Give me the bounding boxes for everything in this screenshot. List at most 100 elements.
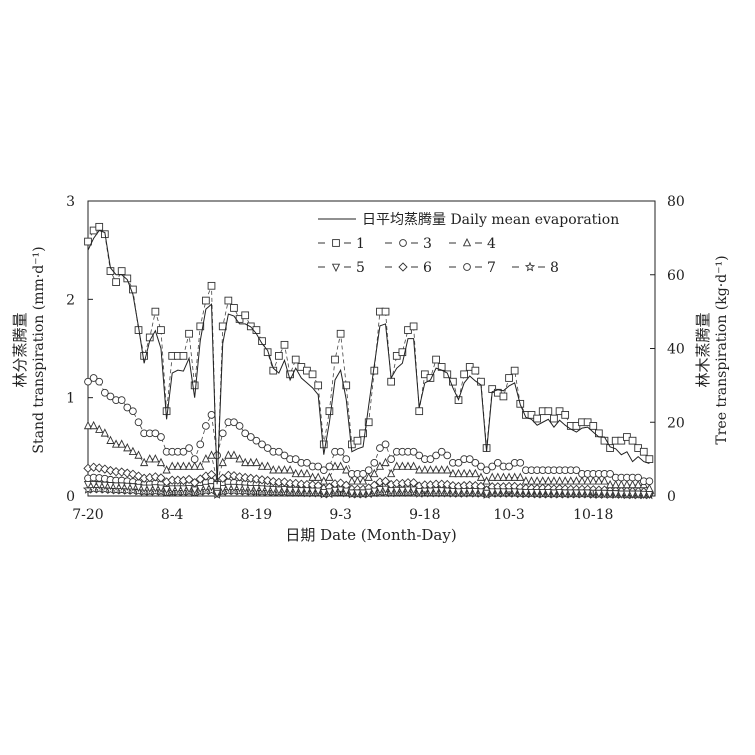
data-point [449, 377, 457, 386]
x-tick-label: 7-20 [72, 507, 103, 523]
data-point [206, 469, 217, 480]
data-point [527, 476, 536, 485]
data-point [314, 381, 323, 390]
data-point [128, 483, 138, 492]
y-left-tick-label: 0 [66, 489, 75, 505]
data-point [229, 483, 239, 493]
y-left-tick-label: 2 [66, 292, 75, 308]
data-point [246, 473, 256, 483]
data-point [521, 489, 531, 498]
data-point [381, 307, 390, 316]
data-point [387, 468, 396, 478]
data-point [639, 490, 648, 500]
data-point [415, 451, 424, 460]
data-point [297, 487, 306, 496]
data-point [302, 487, 312, 496]
legend-label: 4 [487, 236, 496, 252]
data-point [151, 454, 160, 463]
legend-marker-circle [399, 239, 407, 247]
y-left-tick-label: 1 [66, 391, 75, 407]
data-point [454, 488, 463, 497]
legend-entry-6: 6 [385, 260, 432, 276]
data-point [375, 486, 385, 495]
data-point [510, 488, 519, 497]
data-point [291, 355, 300, 364]
data-point [516, 472, 525, 481]
data-point [499, 392, 508, 401]
data-point [572, 476, 581, 485]
data-point [583, 476, 592, 485]
data-point [179, 485, 188, 494]
data-point [471, 366, 480, 375]
legend-label: 3 [423, 236, 432, 252]
data-point [314, 462, 323, 471]
data-point [387, 487, 396, 496]
data-point [420, 465, 429, 474]
data-point [89, 480, 98, 490]
data-point [460, 487, 469, 497]
data-point [572, 466, 581, 475]
data-point [353, 476, 362, 485]
data-point [308, 370, 317, 379]
data-point [600, 489, 609, 499]
data-point [123, 403, 132, 412]
data-point [106, 435, 115, 444]
data-point [347, 476, 356, 485]
data-point [134, 483, 143, 493]
data-point [533, 414, 541, 423]
data-point [224, 296, 233, 305]
data-point [549, 489, 559, 498]
data-point [100, 481, 109, 490]
data-point [95, 481, 104, 490]
data-point [196, 440, 205, 449]
data-point [426, 374, 435, 382]
data-point [432, 451, 440, 460]
data-point [207, 483, 216, 492]
legend-label: 5 [356, 260, 365, 276]
data-point [207, 411, 216, 419]
data-point [606, 470, 614, 478]
data-point [336, 329, 345, 338]
data-point [314, 472, 323, 481]
data-point [381, 457, 390, 467]
data-point [218, 485, 227, 494]
data-point [493, 472, 502, 481]
data-point [521, 476, 531, 485]
legend-label: 1 [356, 236, 365, 252]
data-point [151, 484, 160, 493]
data-point [263, 444, 272, 452]
data-point [252, 457, 261, 467]
data-point [268, 476, 278, 487]
data-point [314, 487, 323, 496]
data-point [88, 462, 99, 472]
data-point [426, 487, 435, 496]
data-point [145, 484, 154, 493]
data-point [645, 483, 654, 492]
data-point [156, 457, 166, 467]
y-right-tick-label: 0 [667, 489, 676, 505]
x-axis-title: 日期 Date (Month-Day) [285, 526, 456, 544]
data-point [403, 486, 413, 495]
data-point [252, 436, 261, 445]
y-axis-left-title: 林分蒸腾量 Stand transpiration (mm·d⁻¹) [11, 246, 47, 453]
legend-entry-3: 3 [385, 236, 432, 252]
data-point [493, 458, 502, 467]
data-point [589, 422, 598, 430]
data-point [123, 443, 132, 452]
data-point [224, 483, 233, 493]
data-point [639, 447, 648, 456]
legend-entry-7: 7 [449, 260, 496, 276]
legend-label: 7 [487, 260, 496, 276]
data-point [488, 462, 497, 471]
data-point [392, 461, 401, 470]
data-point [319, 466, 328, 475]
data-point [437, 465, 446, 474]
data-point [173, 461, 182, 470]
data-point [117, 396, 126, 404]
data-point [398, 348, 407, 357]
data-point [280, 465, 289, 474]
data-point [380, 476, 391, 486]
data-point [364, 466, 373, 475]
legend: 日平均蒸腾量 Daily mean evaporation 1 3 4 5 6 7 8 [318, 211, 619, 276]
data-point [634, 490, 643, 499]
